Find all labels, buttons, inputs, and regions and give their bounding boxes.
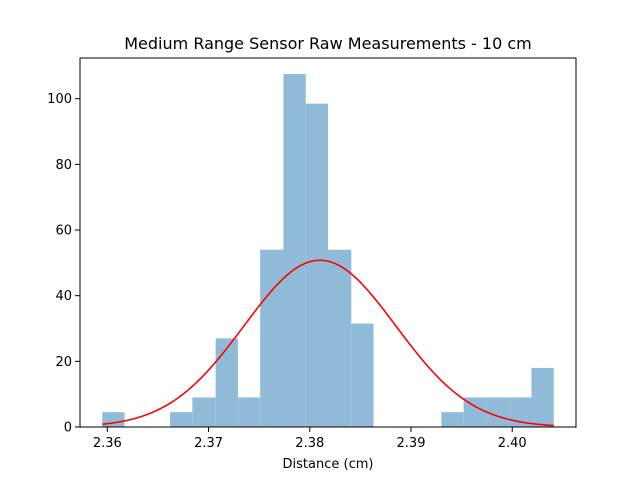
y-tick-label: 20 <box>55 355 72 370</box>
y-tick-label: 0 <box>64 421 72 436</box>
y-axis: 0 20 40 60 80 100 <box>47 92 80 436</box>
x-axis-label: Distance (cm) <box>283 457 374 472</box>
histogram-bars <box>102 74 554 427</box>
histogram-bar <box>441 412 464 427</box>
normal-fit-curve <box>102 259 554 427</box>
y-tick-label: 60 <box>55 224 72 239</box>
histogram-bar <box>237 397 261 427</box>
x-tick-label: 2.37 <box>194 436 223 451</box>
histogram-bar <box>102 412 125 427</box>
x-tick-label: 2.40 <box>498 436 527 451</box>
histogram-bar <box>486 397 510 427</box>
plot-frame <box>79 57 577 428</box>
histogram-bar <box>328 249 352 427</box>
y-tick-label: 40 <box>55 289 72 304</box>
histogram-bar <box>192 397 216 427</box>
y-tick-label: 80 <box>55 158 72 173</box>
histogram-bar <box>509 397 532 427</box>
chart-title: Medium Range Sensor Raw Measurements - 1… <box>124 34 531 53</box>
x-tick-label: 2.36 <box>93 436 122 451</box>
histogram-bar <box>260 249 284 427</box>
x-axis: 2.36 2.37 2.38 2.39 2.40 <box>93 427 527 451</box>
histogram-bar <box>463 397 487 427</box>
histogram-bar <box>215 338 238 427</box>
histogram-bar <box>283 74 306 427</box>
x-tick-label: 2.38 <box>295 436 324 451</box>
histogram-bar <box>170 412 193 427</box>
y-tick-label: 100 <box>47 92 72 107</box>
histogram-bar <box>351 323 374 427</box>
x-tick-label: 2.39 <box>397 436 426 451</box>
histogram-bar <box>531 367 554 427</box>
histogram-bar <box>305 103 328 427</box>
